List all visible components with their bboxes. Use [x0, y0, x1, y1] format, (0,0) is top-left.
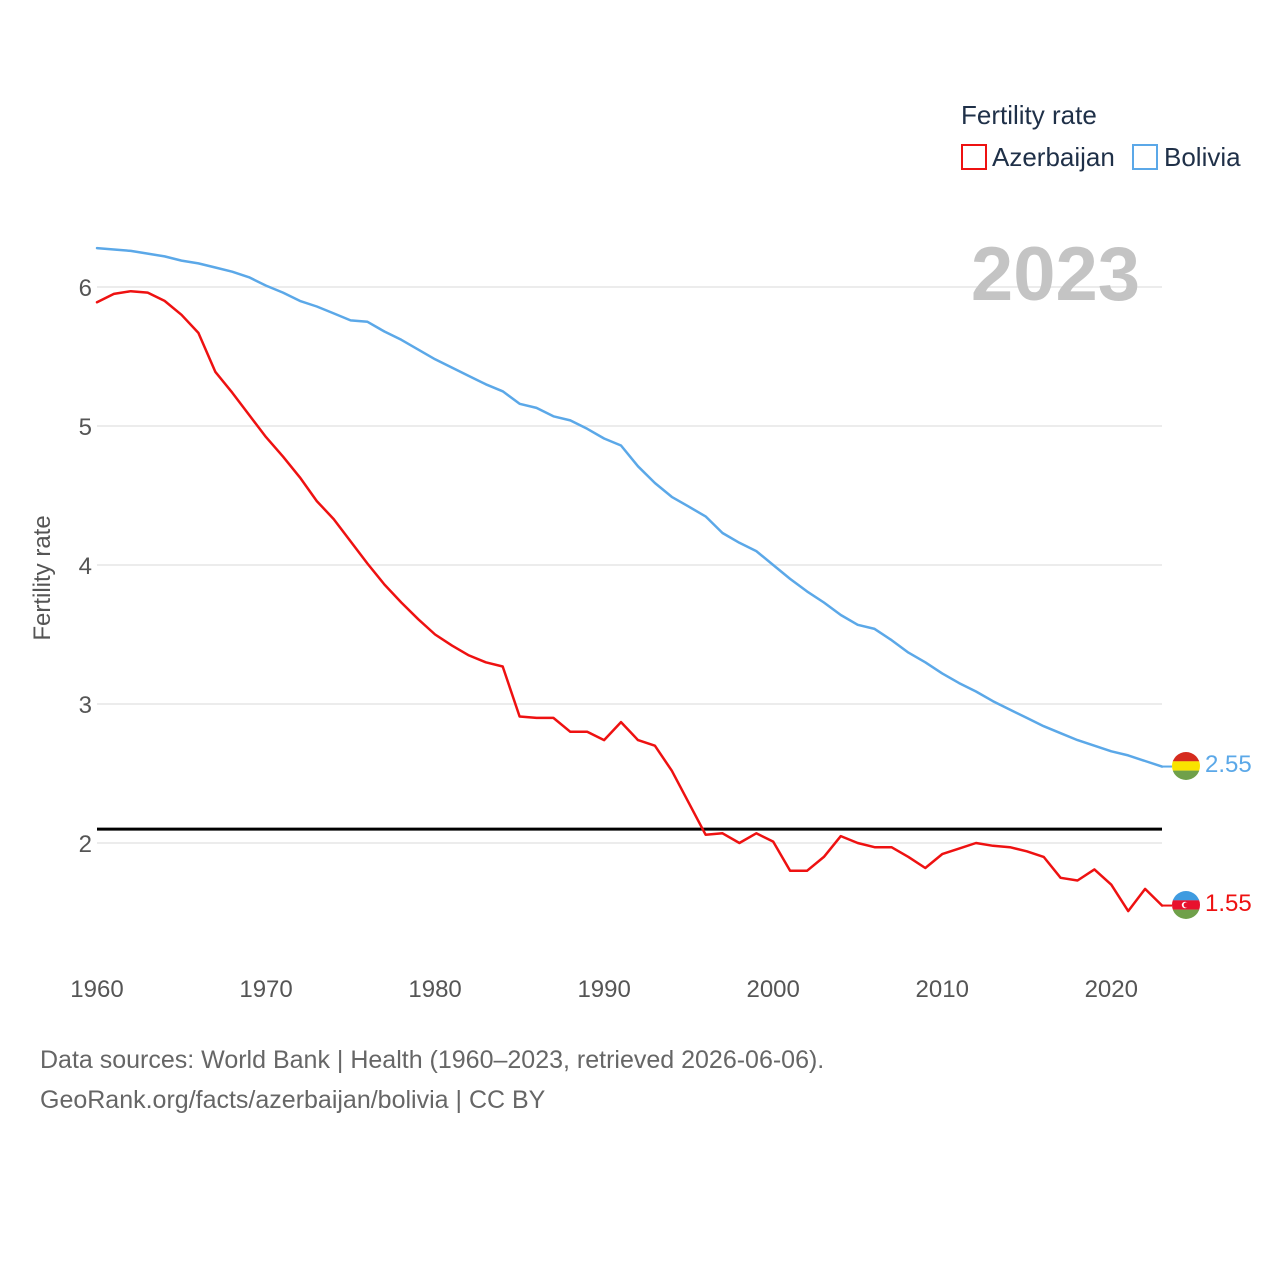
- series-line-azerbaijan: [95, 289, 1164, 913]
- azerbaijan-flag-icon: [1172, 891, 1200, 919]
- y-tick-2: 2: [79, 831, 92, 858]
- series-line-bolivia: [95, 246, 1164, 768]
- bolivia-flag-icon: [1172, 752, 1200, 780]
- legend-title: Fertility rate: [961, 100, 1097, 130]
- x-tick-1970: 1970: [239, 976, 292, 1003]
- x-tick-1960: 1960: [70, 976, 123, 1003]
- legend: Fertility rate Azerbaijan Bolivia: [961, 100, 1241, 172]
- footer: Data sources: World Bank | Health (1960–…: [40, 1040, 824, 1120]
- end-value-azerbaijan: 1.55: [1205, 890, 1252, 917]
- y-tick-6: 6: [79, 275, 92, 302]
- y-tick-3: 3: [79, 692, 92, 719]
- x-tick-2010: 2010: [916, 976, 969, 1003]
- legend-label-azerbaijan: Azerbaijan: [992, 142, 1115, 172]
- end-value-bolivia: 2.55: [1205, 751, 1252, 778]
- y-tick-5: 5: [79, 414, 92, 441]
- x-axis: 1960 1970 1980 1990 2000 2010 2020: [70, 976, 1138, 1003]
- series-lines: [95, 246, 1172, 913]
- legend-swatch-azerbaijan: [961, 144, 987, 170]
- y-tick-4: 4: [79, 553, 92, 580]
- gridlines: [97, 286, 1162, 844]
- x-tick-2000: 2000: [746, 976, 799, 1003]
- year-label: 2023: [971, 232, 1140, 317]
- attribution-link[interactable]: GeoRank.org/facts/azerbaijan/bolivia | C…: [40, 1086, 546, 1114]
- data-source-note: Data sources: World Bank | Health (1960–…: [40, 1046, 825, 1074]
- legend-swatch-bolivia: [1132, 144, 1158, 170]
- x-tick-1980: 1980: [408, 976, 461, 1003]
- x-tick-1990: 1990: [577, 976, 630, 1003]
- y-axis: 2 3 4 5 6: [79, 275, 92, 858]
- y-axis-title: Fertility rate: [29, 515, 56, 640]
- x-tick-2020: 2020: [1085, 976, 1138, 1003]
- legend-label-bolivia: Bolivia: [1164, 142, 1241, 172]
